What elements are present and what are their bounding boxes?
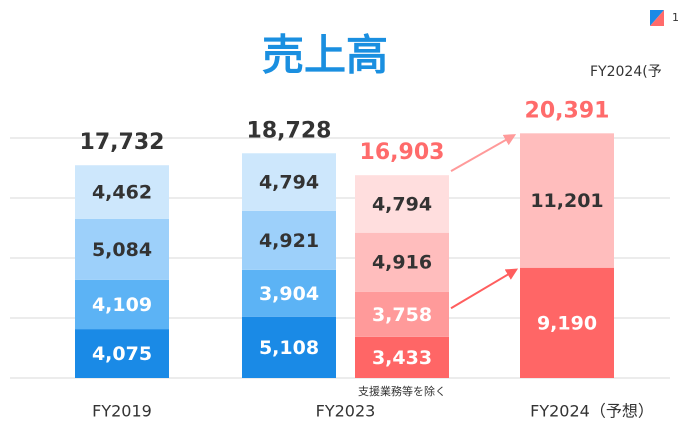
value-label: 5,084 [92, 239, 152, 261]
value-label: 4,109 [92, 294, 152, 316]
bar-segment [242, 210, 336, 270]
total-label: 16,903 [360, 140, 445, 165]
value-label: 3,904 [259, 283, 319, 305]
chart-title: 売上高 [262, 31, 388, 80]
x-tick-label: FY2024（予想） [530, 402, 654, 421]
bar-segment [75, 165, 169, 219]
bar-segment [520, 267, 614, 378]
bar-segment [75, 218, 169, 280]
arrow [450, 268, 519, 310]
value-label: 4,794 [372, 193, 432, 215]
bar-segment [242, 153, 336, 211]
legend-icon [650, 10, 664, 26]
value-label: 4,075 [92, 343, 152, 365]
bar-segment [242, 316, 336, 378]
value-label: 4,916 [372, 252, 432, 274]
arrow [450, 134, 517, 173]
value-label: 11,201 [530, 190, 603, 212]
legend-label: 1 [672, 11, 679, 24]
bar-segment [520, 133, 614, 268]
value-label: 3,758 [372, 304, 432, 326]
value-label: 5,108 [259, 337, 319, 359]
value-label: 4,462 [92, 182, 152, 204]
bar-segment [355, 232, 449, 292]
total-label: 20,391 [525, 98, 610, 123]
value-label: 4,921 [259, 230, 319, 252]
bar-segment [355, 336, 449, 378]
x-tick-label: FY2023 [316, 402, 376, 421]
bar-segment [355, 175, 449, 233]
total-label: 18,728 [247, 118, 332, 143]
total-label: 17,732 [80, 130, 165, 155]
value-label: 4,794 [259, 172, 319, 194]
bar-segment [355, 291, 449, 337]
x-tick-label: FY2019 [92, 402, 152, 421]
corner-label: FY2024(予 [590, 64, 662, 80]
value-label: 9,190 [537, 312, 597, 334]
bar-segment [242, 269, 336, 317]
annotation: 支援業務等を除く [358, 384, 446, 398]
value-label: 3,433 [372, 347, 432, 369]
bar-segment [75, 329, 169, 378]
bar-segment [75, 279, 169, 330]
